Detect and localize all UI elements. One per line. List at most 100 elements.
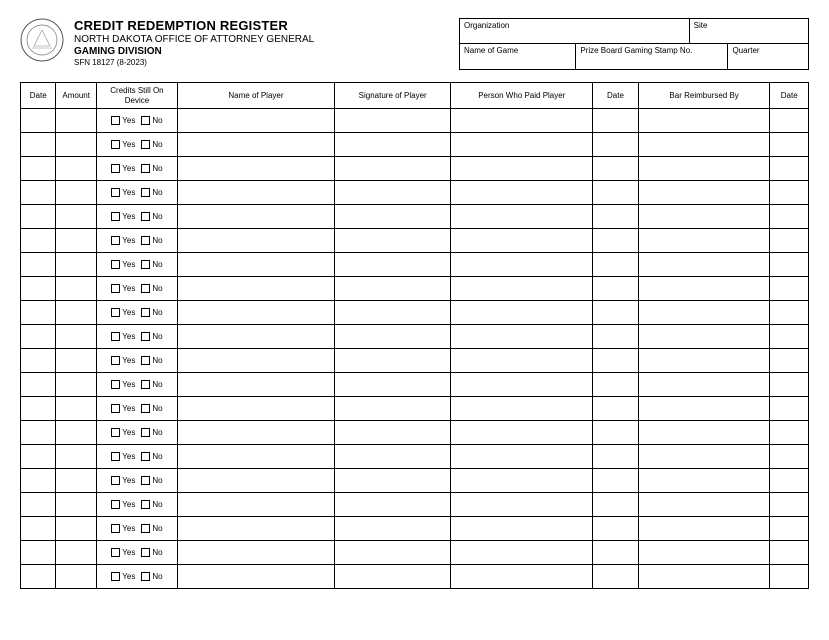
- no-checkbox[interactable]: [141, 140, 150, 149]
- table-cell[interactable]: [451, 229, 593, 253]
- table-cell[interactable]: [56, 565, 97, 589]
- organization-field[interactable]: Organization: [460, 19, 690, 43]
- table-cell[interactable]: [56, 373, 97, 397]
- table-cell[interactable]: [770, 349, 809, 373]
- table-cell[interactable]: [770, 373, 809, 397]
- yes-checkbox[interactable]: [111, 356, 120, 365]
- table-cell[interactable]: [451, 205, 593, 229]
- table-cell[interactable]: [56, 517, 97, 541]
- table-cell[interactable]: [334, 229, 450, 253]
- no-checkbox[interactable]: [141, 380, 150, 389]
- table-cell[interactable]: [177, 133, 334, 157]
- yes-checkbox[interactable]: [111, 140, 120, 149]
- table-cell[interactable]: [638, 205, 770, 229]
- table-cell[interactable]: [177, 397, 334, 421]
- table-cell[interactable]: [21, 133, 56, 157]
- table-cell[interactable]: [334, 397, 450, 421]
- table-cell[interactable]: [21, 397, 56, 421]
- table-cell[interactable]: [770, 325, 809, 349]
- table-cell[interactable]: [334, 373, 450, 397]
- table-cell[interactable]: [56, 325, 97, 349]
- table-cell[interactable]: [21, 541, 56, 565]
- table-cell[interactable]: [451, 133, 593, 157]
- table-cell[interactable]: [593, 397, 639, 421]
- table-cell[interactable]: [21, 349, 56, 373]
- game-name-field[interactable]: Name of Game: [460, 44, 576, 69]
- table-cell[interactable]: [451, 517, 593, 541]
- table-cell[interactable]: [334, 301, 450, 325]
- table-cell[interactable]: [451, 373, 593, 397]
- table-cell[interactable]: [638, 253, 770, 277]
- table-cell[interactable]: [177, 493, 334, 517]
- table-cell[interactable]: [21, 109, 56, 133]
- table-cell[interactable]: [451, 445, 593, 469]
- table-cell[interactable]: [451, 181, 593, 205]
- table-cell[interactable]: [334, 469, 450, 493]
- yes-checkbox[interactable]: [111, 380, 120, 389]
- table-cell[interactable]: [638, 493, 770, 517]
- table-cell[interactable]: [770, 229, 809, 253]
- table-cell[interactable]: [56, 421, 97, 445]
- table-cell[interactable]: [638, 181, 770, 205]
- table-cell[interactable]: [593, 277, 639, 301]
- table-cell[interactable]: [451, 565, 593, 589]
- table-cell[interactable]: [593, 253, 639, 277]
- table-cell[interactable]: [451, 421, 593, 445]
- table-cell[interactable]: [21, 229, 56, 253]
- table-cell[interactable]: [177, 253, 334, 277]
- table-cell[interactable]: [177, 109, 334, 133]
- no-checkbox[interactable]: [141, 428, 150, 437]
- table-cell[interactable]: [593, 469, 639, 493]
- stamp-number-field[interactable]: Prize Board Gaming Stamp No.: [576, 44, 728, 69]
- table-cell[interactable]: [770, 445, 809, 469]
- table-cell[interactable]: [770, 493, 809, 517]
- table-cell[interactable]: [21, 565, 56, 589]
- table-cell[interactable]: [451, 469, 593, 493]
- table-cell[interactable]: [56, 301, 97, 325]
- table-cell[interactable]: [638, 325, 770, 349]
- table-cell[interactable]: [177, 349, 334, 373]
- yes-checkbox[interactable]: [111, 476, 120, 485]
- table-cell[interactable]: [334, 517, 450, 541]
- table-cell[interactable]: [593, 301, 639, 325]
- table-cell[interactable]: [770, 253, 809, 277]
- no-checkbox[interactable]: [141, 524, 150, 533]
- table-cell[interactable]: [770, 181, 809, 205]
- table-cell[interactable]: [638, 421, 770, 445]
- yes-checkbox[interactable]: [111, 284, 120, 293]
- table-cell[interactable]: [770, 109, 809, 133]
- table-cell[interactable]: [593, 229, 639, 253]
- table-cell[interactable]: [177, 565, 334, 589]
- table-cell[interactable]: [21, 301, 56, 325]
- table-cell[interactable]: [451, 253, 593, 277]
- table-cell[interactable]: [334, 325, 450, 349]
- table-cell[interactable]: [638, 445, 770, 469]
- no-checkbox[interactable]: [141, 500, 150, 509]
- table-cell[interactable]: [56, 229, 97, 253]
- no-checkbox[interactable]: [141, 284, 150, 293]
- table-cell[interactable]: [638, 301, 770, 325]
- no-checkbox[interactable]: [141, 308, 150, 317]
- no-checkbox[interactable]: [141, 164, 150, 173]
- no-checkbox[interactable]: [141, 452, 150, 461]
- yes-checkbox[interactable]: [111, 548, 120, 557]
- table-cell[interactable]: [334, 181, 450, 205]
- table-cell[interactable]: [177, 181, 334, 205]
- table-cell[interactable]: [21, 445, 56, 469]
- table-cell[interactable]: [638, 517, 770, 541]
- table-cell[interactable]: [770, 397, 809, 421]
- no-checkbox[interactable]: [141, 116, 150, 125]
- no-checkbox[interactable]: [141, 212, 150, 221]
- no-checkbox[interactable]: [141, 188, 150, 197]
- table-cell[interactable]: [56, 157, 97, 181]
- no-checkbox[interactable]: [141, 572, 150, 581]
- table-cell[interactable]: [770, 277, 809, 301]
- table-cell[interactable]: [593, 517, 639, 541]
- table-cell[interactable]: [21, 277, 56, 301]
- table-cell[interactable]: [770, 565, 809, 589]
- quarter-field[interactable]: Quarter: [728, 44, 808, 69]
- table-cell[interactable]: [638, 373, 770, 397]
- table-cell[interactable]: [770, 469, 809, 493]
- table-cell[interactable]: [334, 157, 450, 181]
- site-field[interactable]: Site: [690, 19, 808, 43]
